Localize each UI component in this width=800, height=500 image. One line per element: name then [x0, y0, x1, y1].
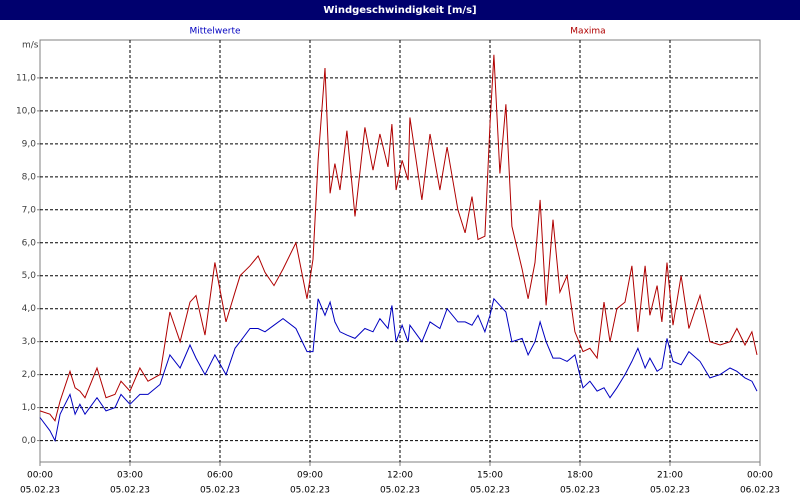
y-tick-label: 2,0 [22, 370, 37, 380]
x-tick-label: 09:00 [297, 471, 323, 481]
y-tick-label: 6,0 [22, 238, 37, 248]
x-tick-date: 05.02.23 [200, 486, 240, 496]
y-tick-label: 8,0 [22, 172, 37, 182]
series-line [39, 54, 758, 422]
series-line [39, 297, 758, 443]
y-tick-label: 3,0 [22, 337, 37, 347]
legend-label: Maxima [570, 27, 605, 37]
x-tick-label: 12:00 [387, 471, 413, 481]
y-tick-label: 7,0 [22, 205, 37, 215]
x-tick-date: 05.02.23 [20, 486, 60, 496]
x-tick-label: 06:00 [207, 471, 233, 481]
y-tick-label: 11,0 [16, 73, 36, 83]
x-tick-date: 06.02.23 [740, 486, 780, 496]
x-tick-date: 05.02.23 [650, 486, 690, 496]
x-tick-date: 05.02.23 [290, 486, 330, 496]
x-tick-date: 05.02.23 [560, 486, 600, 496]
x-tick-label: 00:00 [27, 471, 53, 481]
x-tick-label: 21:00 [657, 471, 683, 481]
legend-label: Mittelwerte [189, 27, 240, 37]
x-tick-label: 15:00 [477, 471, 503, 481]
y-tick-label: 10,0 [16, 106, 36, 116]
y-tick-label: 1,0 [22, 403, 37, 413]
y-tick-label: 5,0 [22, 271, 37, 281]
x-tick-date: 05.02.23 [380, 486, 420, 496]
x-tick-label: 00:00 [747, 471, 773, 481]
x-tick-date: 05.02.23 [110, 486, 150, 496]
x-tick-date: 05.02.23 [470, 486, 510, 496]
chart-title: Windgeschwindigkeit [m/s] [323, 5, 476, 16]
title-bar [0, 0, 800, 20]
y-tick-label: 4,0 [22, 304, 37, 314]
x-tick-label: 18:00 [567, 471, 593, 481]
y-unit: m/s [22, 41, 39, 51]
y-tick-label: 9,0 [22, 139, 37, 149]
y-tick-label: 0,0 [22, 436, 37, 446]
x-tick-label: 03:00 [117, 471, 143, 481]
